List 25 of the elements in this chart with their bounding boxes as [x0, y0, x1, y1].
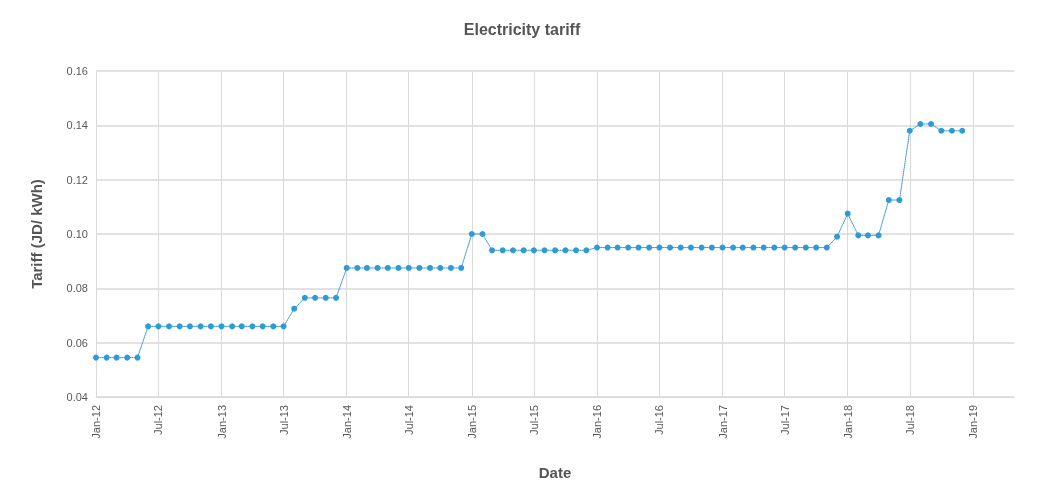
x-tick-label: Jul-12 — [152, 405, 165, 435]
x-tick-label: Jul-13 — [277, 405, 290, 435]
y-tick-label: 0.06 — [66, 336, 88, 349]
y-tick-label: 0.14 — [66, 119, 88, 132]
chart-title: Electricity tariff — [463, 20, 581, 38]
x-tick-label: Jul-15 — [527, 405, 540, 435]
x-tick-label: Jan-19 — [966, 405, 979, 439]
x-tick-label: Jan-15 — [465, 405, 478, 439]
y-tick-label: 0.04 — [66, 391, 88, 403]
x-tick-label: Jan-17 — [716, 405, 729, 439]
x-axis-title: Date — [538, 464, 572, 481]
y-axis-title: Tariff (JD/ kWh) — [28, 179, 45, 289]
y-tick-label: 0.16 — [66, 65, 88, 77]
x-tick-label: Jul-18 — [903, 405, 916, 435]
x-tick-label: Jan-13 — [215, 405, 228, 439]
y-tick-label: 0.12 — [66, 173, 88, 186]
x-tick-label: Jul-14 — [402, 405, 415, 435]
y-tick-label: 0.10 — [66, 228, 88, 240]
x-tick-label: Jan-16 — [591, 405, 604, 439]
x-tick-label: Jul-16 — [653, 405, 666, 435]
x-tick-label: Jan-14 — [340, 405, 353, 439]
x-tick-label: Jan-12 — [90, 405, 102, 439]
y-tick-label: 0.08 — [66, 282, 88, 295]
x-tick-label: Jan-18 — [841, 405, 854, 439]
x-tick-label: Jul-17 — [778, 405, 791, 435]
